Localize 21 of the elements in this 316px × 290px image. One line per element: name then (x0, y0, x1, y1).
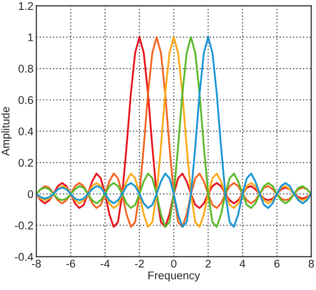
y-tick-label: 0.8 (18, 64, 34, 73)
y-tick-label: 0.6 (18, 96, 34, 104)
x-axis-title: Frequency (148, 272, 200, 282)
y-tick-label: 0.4 (18, 127, 34, 136)
x-tick-label: 4 (240, 260, 246, 268)
x-tick-label: -8 (32, 260, 41, 268)
x-tick-label: 0 (171, 260, 176, 268)
x-tick-label: 2 (206, 260, 211, 268)
line-series (36, 36, 312, 228)
x-tick-label: 6 (274, 260, 280, 268)
y-axis-title: Amplitude (1, 107, 12, 156)
x-tick-label: 8 (308, 260, 314, 268)
y-tick-label: -0.2 (14, 222, 34, 230)
y-tick-label: 1 (28, 34, 34, 42)
x-tick-label: -6 (66, 260, 76, 268)
x-tick-label: -2 (134, 260, 144, 268)
y-tick-label: 0.2 (18, 158, 34, 167)
y-tick-label: -0.4 (14, 252, 34, 261)
y-tick-label: 1.2 (18, 2, 34, 10)
y-tick-label: 0 (28, 190, 34, 198)
x-tick-label: -4 (100, 260, 110, 268)
